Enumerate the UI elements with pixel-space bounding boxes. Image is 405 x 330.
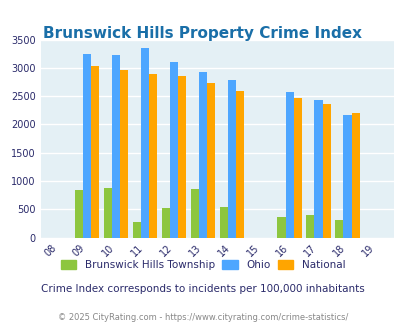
Bar (306, 215, 314, 238)
Bar (132, 222, 141, 238)
Text: Crime Index corresponds to incidents per 100,000 inhabitants: Crime Index corresponds to incidents per… (41, 284, 364, 294)
Bar (206, 83, 214, 238)
Text: Brunswick Hills Property Crime Index: Brunswick Hills Property Crime Index (43, 26, 362, 41)
Bar (351, 113, 359, 238)
Bar (103, 188, 111, 238)
Bar (91, 66, 99, 238)
Bar (141, 48, 149, 238)
Legend: Brunswick Hills Township, Ohio, National: Brunswick Hills Township, Ohio, National (56, 256, 349, 275)
Bar (198, 72, 206, 238)
Bar (235, 91, 243, 238)
Bar (111, 55, 119, 238)
Bar (161, 208, 169, 238)
Text: © 2025 CityRating.com - https://www.cityrating.com/crime-statistics/: © 2025 CityRating.com - https://www.city… (58, 313, 347, 322)
Bar (75, 189, 83, 238)
Bar (343, 115, 351, 238)
Bar (285, 92, 293, 238)
Bar (227, 80, 235, 238)
Bar (119, 70, 128, 238)
Bar (177, 76, 185, 238)
Bar (335, 220, 343, 238)
Bar (190, 189, 198, 238)
Bar (83, 54, 91, 238)
Bar (277, 217, 285, 238)
Bar (322, 104, 330, 238)
Bar (314, 100, 322, 238)
Bar (169, 62, 177, 238)
Bar (149, 74, 157, 238)
Bar (293, 98, 301, 238)
Bar (219, 207, 227, 238)
